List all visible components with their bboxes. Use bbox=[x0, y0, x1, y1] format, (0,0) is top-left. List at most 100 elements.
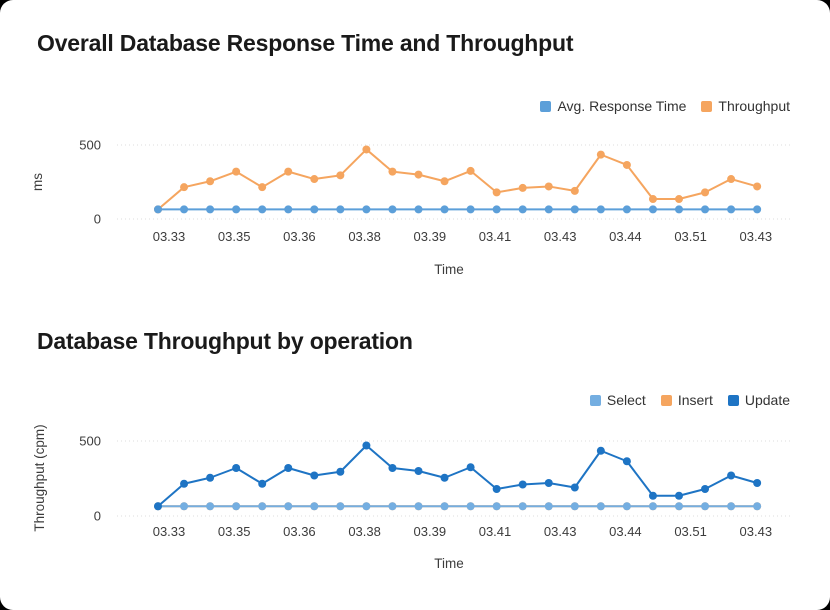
data-point-update bbox=[440, 473, 449, 482]
x-tick-label: 03.43 bbox=[740, 524, 773, 539]
legend-swatch-insert bbox=[660, 394, 672, 406]
data-point-throughput bbox=[388, 167, 397, 176]
data-point-select bbox=[622, 502, 631, 511]
data-point-throughput bbox=[492, 188, 501, 197]
legend-item-update[interactable]: Update bbox=[727, 392, 790, 408]
data-point-avg-response-time bbox=[675, 205, 683, 214]
data-point-select bbox=[492, 502, 501, 511]
x-tick-label: 03.38 bbox=[348, 524, 381, 539]
x-tick-label: 03.41 bbox=[479, 524, 512, 539]
data-point-throughput bbox=[362, 145, 371, 154]
data-point-throughput bbox=[258, 183, 267, 192]
data-point-throughput bbox=[180, 183, 189, 192]
data-point-select bbox=[753, 502, 762, 511]
data-point-avg-response-time bbox=[206, 205, 215, 214]
x-tick-label: 03.41 bbox=[479, 229, 512, 244]
data-point-select bbox=[336, 502, 345, 511]
data-point-select bbox=[544, 502, 553, 511]
legend-swatch-avg-response-time bbox=[540, 100, 552, 112]
legend-item-insert[interactable]: Insert bbox=[660, 392, 713, 408]
x-tick-label: 03.38 bbox=[348, 229, 381, 244]
data-point-update bbox=[154, 502, 162, 511]
data-point-update bbox=[258, 479, 267, 488]
data-point-select bbox=[518, 502, 527, 511]
data-point-update bbox=[492, 485, 501, 493]
y-tick-label: 500 bbox=[79, 138, 101, 153]
data-point-select bbox=[180, 502, 189, 511]
data-point-throughput bbox=[622, 160, 631, 169]
y-tick-label: 0 bbox=[94, 509, 101, 524]
data-point-throughput bbox=[596, 150, 605, 159]
data-point-avg-response-time bbox=[440, 205, 449, 214]
data-point-update bbox=[648, 491, 657, 500]
x-tick-label: 03.43 bbox=[740, 229, 773, 244]
legend-swatch-throughput bbox=[701, 100, 713, 112]
data-point-update bbox=[753, 479, 762, 487]
data-point-throughput bbox=[440, 177, 449, 186]
data-point-select bbox=[648, 502, 657, 511]
legend-swatch-select bbox=[589, 394, 601, 406]
data-point-update bbox=[570, 483, 579, 492]
x-tick-label: 03.35 bbox=[218, 524, 251, 539]
data-point-update bbox=[180, 479, 189, 488]
data-point-select bbox=[258, 502, 267, 511]
x-tick-label: 03.33 bbox=[153, 229, 186, 244]
chart2-title: Database Throughput by operation bbox=[37, 328, 413, 354]
x-tick-label: 03.39 bbox=[414, 229, 447, 244]
data-point-avg-response-time bbox=[180, 205, 189, 214]
data-point-update bbox=[388, 464, 397, 472]
legend-swatch-update bbox=[727, 394, 739, 406]
data-point-avg-response-time bbox=[622, 205, 631, 214]
chart2-legend: Select Insert Update bbox=[589, 392, 790, 408]
x-tick-label: 03.51 bbox=[674, 229, 707, 244]
data-point-avg-response-time bbox=[310, 205, 319, 214]
data-point-avg-response-time bbox=[154, 205, 162, 214]
data-point-avg-response-time bbox=[753, 205, 762, 214]
x-tick-label: 03.39 bbox=[414, 524, 447, 539]
data-point-update bbox=[336, 467, 345, 476]
legend-item-throughput[interactable]: Throughput bbox=[701, 98, 790, 114]
data-point-select bbox=[362, 502, 371, 511]
data-point-select bbox=[596, 502, 605, 511]
data-point-update bbox=[362, 441, 371, 450]
legend-item-avg-response-time[interactable]: Avg. Response Time bbox=[540, 98, 686, 114]
data-point-select bbox=[570, 502, 579, 511]
x-tick-label: 03.51 bbox=[674, 524, 707, 539]
data-point-avg-response-time bbox=[492, 205, 501, 214]
data-point-update bbox=[466, 463, 475, 472]
data-point-throughput bbox=[544, 182, 553, 191]
legend-label: Insert bbox=[677, 392, 713, 408]
data-point-avg-response-time bbox=[596, 205, 605, 214]
data-point-avg-response-time bbox=[648, 205, 657, 214]
data-point-throughput bbox=[310, 175, 319, 184]
x-axis-title: Time bbox=[434, 556, 464, 571]
data-point-select bbox=[466, 502, 475, 511]
data-point-throughput bbox=[414, 170, 423, 179]
data-point-avg-response-time bbox=[466, 205, 475, 214]
series-line-throughput bbox=[157, 148, 758, 211]
data-point-select bbox=[414, 502, 423, 511]
data-point-throughput bbox=[466, 166, 475, 175]
legend-item-select[interactable]: Select bbox=[589, 392, 646, 408]
data-point-select bbox=[701, 502, 710, 511]
data-point-avg-response-time bbox=[362, 205, 371, 214]
data-point-update bbox=[675, 491, 683, 500]
data-point-select bbox=[388, 502, 397, 511]
y-tick-label: 0 bbox=[94, 212, 101, 227]
x-axis-title: Time bbox=[434, 262, 464, 277]
data-point-select bbox=[206, 502, 215, 511]
data-point-throughput bbox=[284, 167, 293, 176]
data-point-update bbox=[544, 479, 553, 487]
data-point-select bbox=[727, 502, 736, 511]
x-tick-label: 03.36 bbox=[283, 229, 316, 244]
data-point-avg-response-time bbox=[701, 205, 710, 214]
data-point-avg-response-time bbox=[544, 205, 553, 214]
data-point-update bbox=[310, 471, 319, 480]
data-point-update bbox=[596, 446, 605, 455]
legend-label: Select bbox=[606, 392, 646, 408]
data-point-avg-response-time bbox=[232, 205, 241, 214]
data-point-update bbox=[622, 457, 631, 466]
data-point-throughput bbox=[727, 175, 736, 184]
